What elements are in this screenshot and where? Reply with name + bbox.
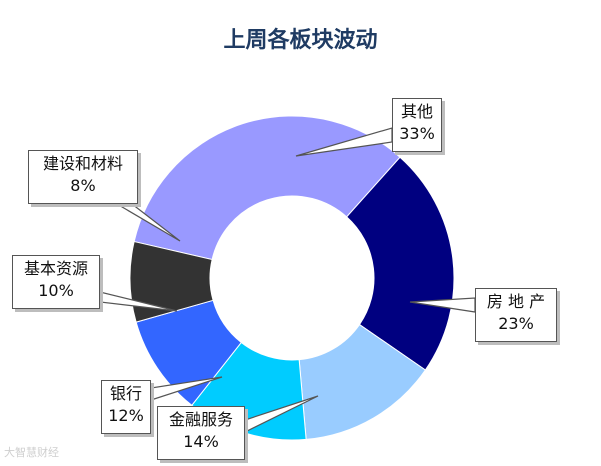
callout-construction-materials: 建设和材料 8% (28, 150, 138, 204)
watermark: 大智慧财经 (4, 446, 59, 459)
pointer-banks (150, 376, 223, 401)
pointer-financial-services (244, 395, 319, 433)
callout-basic-resources: 基本资源 10% (12, 255, 100, 309)
pointer-basic-resources (99, 291, 178, 312)
callout-banks: 银行 12% (101, 380, 151, 434)
slice-construction-materials (129, 240, 214, 323)
slice-real-estate (345, 156, 455, 371)
callout-real-estate: 房 地 产 23% (475, 288, 557, 342)
pointer-construction-materials (114, 203, 181, 242)
callout-financial-services: 金融服务 14% (157, 406, 245, 460)
chart-title: 上周各板块波动 (223, 28, 378, 53)
callout-other: 其他 33% (392, 98, 442, 152)
